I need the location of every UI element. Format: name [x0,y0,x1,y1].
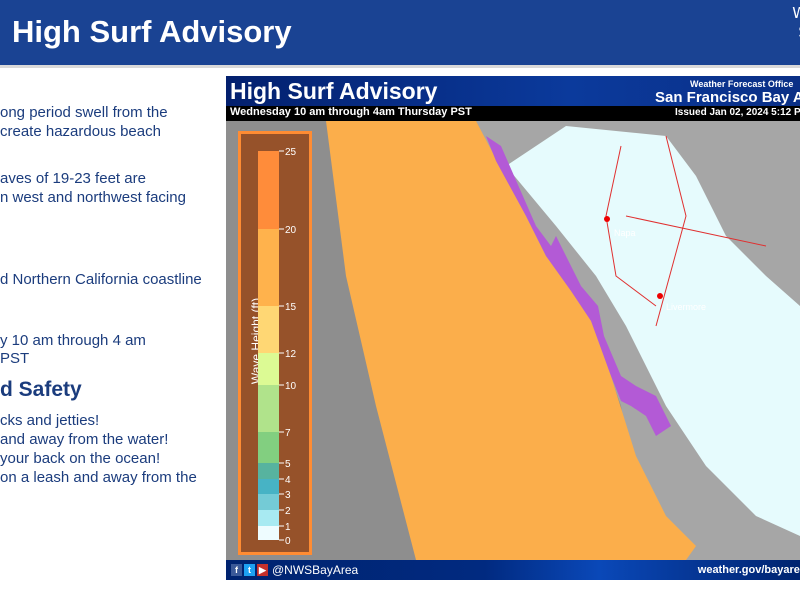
city-marker [604,216,610,222]
safety-heading: d Safety [0,378,82,401]
legend-tick-label: 3 [285,490,291,501]
graphic-title: High Surf Advisory [230,78,438,104]
youtube-icon[interactable]: ▶ [257,564,268,576]
slide-title: High Surf Advisory [12,14,292,49]
surf-advisory-graphic: Napa Livermore High Surf Advisory Wednes… [226,76,800,580]
legend-tick-label: 0 [285,536,291,547]
body-text: create hazardous beach [0,123,161,140]
road [605,145,657,307]
map: Napa Livermore [326,121,800,560]
office-name: San Francisco Bay Area [655,89,800,106]
legend-tick-label: 25 [285,147,297,158]
legend-swatch [258,463,279,479]
safety-bullet: on a leash and away from the [0,469,197,486]
body-text: PST [0,350,30,367]
legend-tick-label: 7 [285,428,291,439]
body-text: ong period swell from the [0,104,168,121]
place-label: Livermore [666,302,706,312]
body-text: aves of 19-23 feet are [0,170,146,187]
body-text: n west and northwest facing [0,189,186,206]
subtitle-bar [226,106,800,121]
legend-tick-label: 2 [285,506,291,517]
legend-tick-label: 1 [285,522,291,533]
header-office-info: Weath San F T [640,4,800,61]
legend-swatch [258,526,279,540]
legend-tick-label: 12 [285,349,297,360]
facebook-icon[interactable]: f [231,564,242,576]
legend-swatch [258,353,279,385]
graphic-footer [226,560,800,580]
website: weather.gov/bayarea [697,564,800,576]
header-line: T [640,42,800,61]
body-text: y 10 am through 4 am [0,332,146,349]
safety-bullet: cks and jetties! [0,412,100,429]
issued-time: Issued Jan 02, 2024 5:12 PM [675,107,800,118]
body-text: d Northern California coastline [0,271,202,288]
office-label: Weather Forecast Office [690,79,794,89]
social-handle: @NWSBayArea [272,563,359,577]
twitter-icon[interactable]: t [244,564,255,576]
legend-swatch [258,479,279,494]
road [625,215,767,247]
graphic-subtitle: Wednesday 10 am through 4am Thursday PST [230,106,472,118]
city-marker [657,293,663,299]
road [655,135,687,327]
slide-header: High Surf Advisory Weath San F T [0,0,800,68]
legend-swatch [258,432,279,463]
legend-swatch [258,510,279,526]
legend-swatch [258,151,279,229]
safety-bullet: and away from the water! [0,431,169,448]
legend-swatch [258,494,279,510]
header-line: Weath [792,4,800,22]
legend-tick-label: 4 [285,475,291,486]
legend-swatch [258,306,279,353]
wave-height-legend: Wave Height (ft) 0 1 2 3 4 5 7 10 12 15 20 25 [238,131,312,555]
bay-area-region [506,126,800,536]
place-label: Napa [614,228,636,238]
header-line: San F [640,23,800,42]
legend-swatch [258,385,279,432]
safety-bullet: your back on the ocean! [0,450,161,467]
legend-swatch [258,229,279,306]
coast-zone [486,136,671,436]
ocean-zone [326,121,696,560]
legend-tick-label: 10 [285,381,297,392]
legend-tick-label: 20 [285,225,297,236]
legend-tick-label: 15 [285,302,297,313]
legend-tick-label: 5 [285,459,291,470]
